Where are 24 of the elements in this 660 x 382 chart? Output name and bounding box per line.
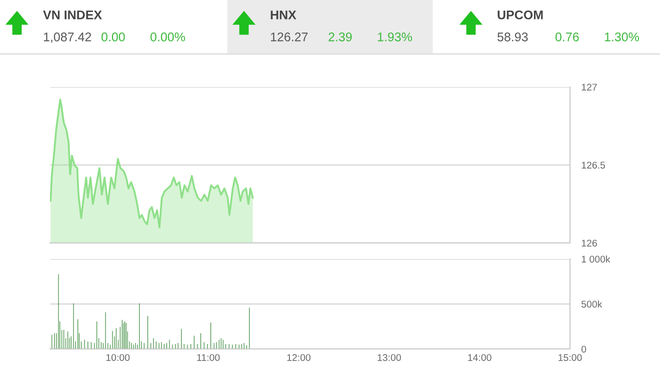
- x-tick-label: 15:00: [558, 354, 582, 361]
- text: 126.27: [270, 32, 308, 42]
- text: 0.76: [555, 32, 579, 42]
- text: VN INDEX: [43, 10, 102, 20]
- text: 58.93: [498, 32, 528, 42]
- text: 1.93%: [378, 32, 412, 42]
- text: 1,087.42: [44, 32, 92, 43]
- x-tick-label: 11:00: [197, 354, 220, 361]
- y-tick-label: 1 000k: [582, 255, 610, 263]
- text: 1.30%: [604, 32, 639, 42]
- y-tick-label: 0: [581, 346, 586, 353]
- text: UPCOM: [498, 10, 543, 20]
- x-tick-label: 10:00: [106, 354, 130, 361]
- x-tick-label: 14:00: [468, 354, 492, 361]
- y-tick-label: 127: [582, 84, 597, 91]
- text: 0.00%: [150, 32, 185, 42]
- x-tick-label: 12:00: [287, 354, 310, 361]
- text: HNX: [270, 10, 296, 20]
- text: 0.00: [101, 32, 125, 42]
- y-tick-label: 126.5: [582, 162, 606, 169]
- text: 2.39: [328, 32, 352, 42]
- y-tick-label: 500k: [582, 300, 602, 308]
- y-tick-label: 126: [582, 240, 597, 247]
- x-tick-label: 13:00: [378, 354, 401, 361]
